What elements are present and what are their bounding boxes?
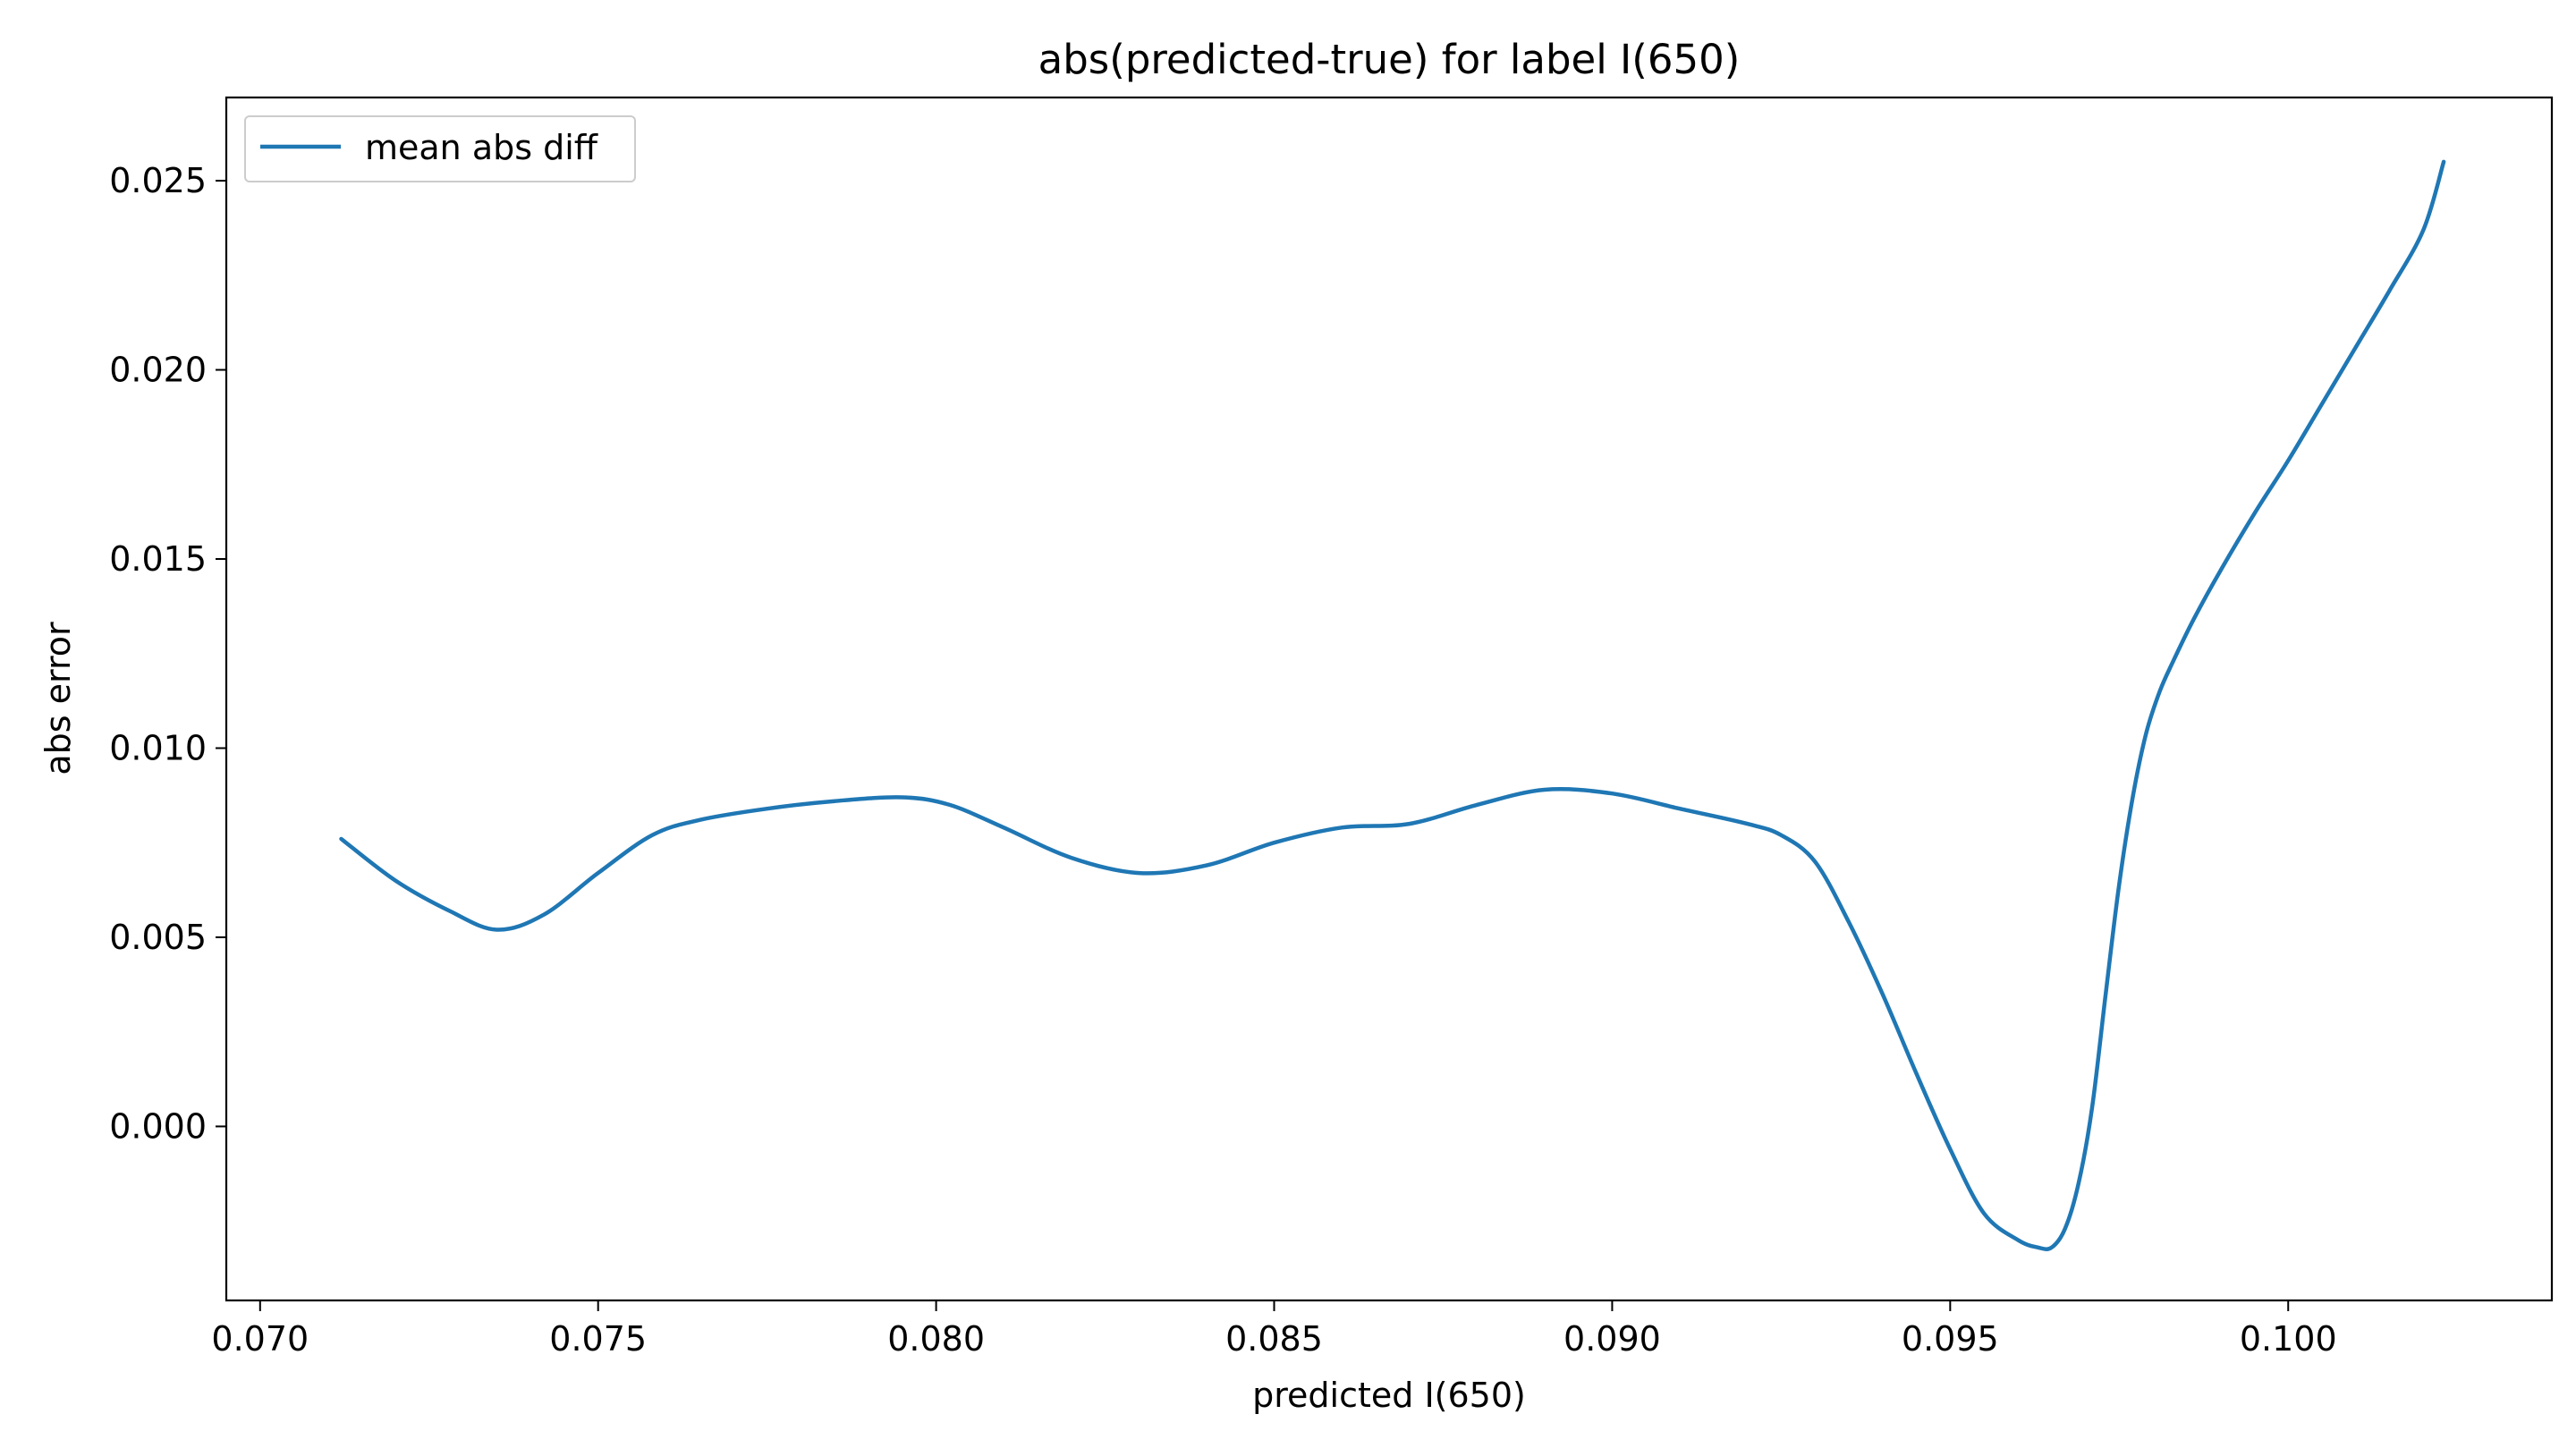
x-tick-label: 0.100	[2240, 1319, 2337, 1359]
legend-label: mean abs diff	[365, 128, 598, 167]
y-axis-title: abs error	[38, 622, 78, 775]
x-tick-label: 0.070	[211, 1319, 309, 1359]
series-line-mean-abs-diff	[339, 159, 2446, 1251]
plot-frame	[225, 96, 2554, 1302]
chart-title: abs(predicted-true) for label I(650)	[1038, 36, 1741, 83]
y-tick-label: 0.000	[109, 1106, 207, 1146]
y-tick-label: 0.010	[109, 728, 207, 767]
y-tick-label: 0.020	[109, 351, 207, 390]
x-tick-label: 0.095	[1902, 1319, 1999, 1359]
x-tick-label: 0.090	[1563, 1319, 1661, 1359]
x-tick-label: 0.075	[549, 1319, 647, 1359]
y-axis: 0.000 0.005 0.010 0.015 0.020 0.025	[109, 161, 226, 1146]
x-axis-title: predicted I(650)	[1252, 1376, 1526, 1415]
y-tick-label: 0.025	[109, 161, 207, 200]
x-axis: 0.070 0.075 0.080 0.085 0.090 0.095 0.100	[211, 1300, 2337, 1359]
x-tick-label: 0.085	[1225, 1319, 1323, 1359]
legend: mean abs diff	[244, 115, 636, 182]
y-tick-label: 0.005	[109, 918, 207, 957]
legend-box	[244, 115, 636, 182]
x-tick-label: 0.080	[887, 1319, 985, 1359]
y-tick-label: 0.015	[109, 539, 207, 579]
